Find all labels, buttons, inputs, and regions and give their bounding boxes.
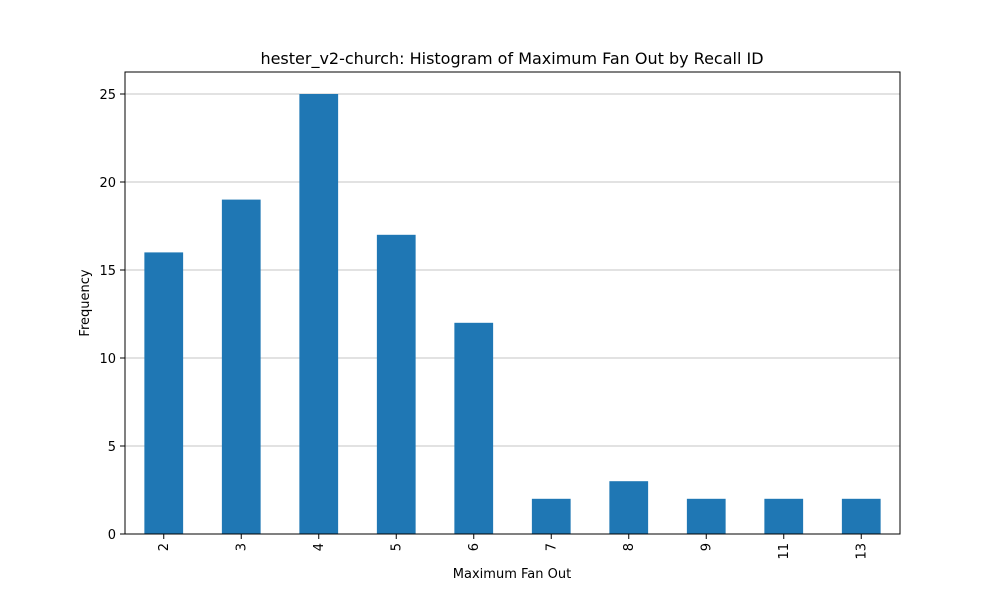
bar-13	[841, 498, 881, 534]
bar-5	[376, 234, 416, 535]
bar-11	[764, 498, 804, 534]
bar-4	[299, 94, 339, 534]
bar-series	[144, 94, 881, 535]
x-axis-ticks: 2 3 4 5 6 7 8 9 11 13	[157, 534, 869, 560]
y-tick-label: 0	[108, 528, 116, 543]
x-tick-label: 11	[777, 543, 792, 560]
bar-3	[221, 199, 261, 534]
x-tick-label: 9	[699, 543, 714, 551]
x-tick-label: 6	[467, 543, 482, 551]
bar-9	[686, 498, 726, 534]
y-tick-label: 15	[99, 264, 116, 279]
y-axis-label: Frequency	[78, 269, 93, 336]
bar-8	[609, 481, 649, 534]
bar-6	[454, 322, 494, 534]
x-tick-label: 13	[854, 543, 869, 560]
x-tick-label: 3	[234, 543, 249, 551]
y-tick-label: 25	[99, 88, 116, 103]
x-tick-label: 2	[157, 543, 172, 551]
x-axis-label: Maximum Fan Out	[453, 567, 571, 582]
y-axis-ticks: 0 5 10 15 20 25	[99, 88, 125, 543]
x-tick-label: 4	[312, 543, 327, 551]
y-tick-label: 20	[99, 176, 116, 191]
x-tick-label: 5	[389, 543, 404, 551]
y-tick-label: 5	[108, 440, 116, 455]
bar-2	[144, 252, 184, 534]
y-tick-label: 10	[99, 352, 116, 367]
chart-title: hester_v2-church: Histogram of Maximum F…	[260, 49, 763, 69]
x-tick-label: 7	[544, 543, 559, 551]
plot-area-frame	[124, 71, 901, 535]
bar-7	[531, 498, 571, 534]
x-tick-label: 8	[622, 543, 637, 551]
